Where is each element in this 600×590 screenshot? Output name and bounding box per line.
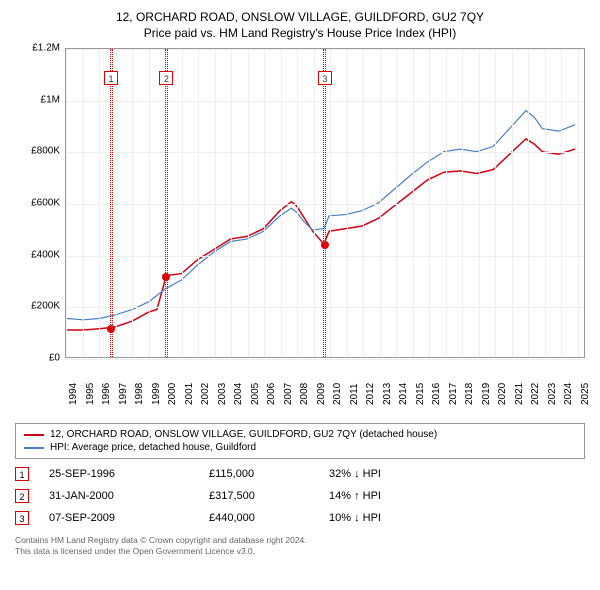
x-axis-label: 1995 — [85, 383, 96, 405]
x-axis-label: 2001 — [184, 383, 195, 405]
y-axis-label: £1.2M — [15, 43, 60, 54]
x-axis-label: 2023 — [547, 383, 558, 405]
x-axis-label: 1997 — [118, 383, 129, 405]
sale-price: £317,500 — [209, 490, 309, 502]
x-axis-label: 1994 — [68, 383, 79, 405]
chart-area: 123 £0£200K£400K£600K£800K£1M£1.2M199419… — [15, 48, 585, 388]
x-axis-label: 2005 — [250, 383, 261, 405]
y-axis-label: £600K — [15, 198, 60, 209]
footnote-line2: This data is licensed under the Open Gov… — [15, 546, 585, 557]
title-address: 12, ORCHARD ROAD, ONSLOW VILLAGE, GUILDF… — [15, 10, 585, 24]
y-axis-label: £1M — [15, 94, 60, 105]
x-axis-label: 2007 — [283, 383, 294, 405]
legend-swatch-price — [24, 434, 44, 436]
footnote: Contains HM Land Registry data © Crown c… — [15, 535, 585, 557]
x-axis-label: 2004 — [233, 383, 244, 405]
legend-row-price: 12, ORCHARD ROAD, ONSLOW VILLAGE, GUILDF… — [24, 428, 576, 441]
x-axis-label: 2017 — [448, 383, 459, 405]
sale-diff: 32% ↓ HPI — [329, 468, 429, 480]
x-axis-label: 2016 — [431, 383, 442, 405]
sale-diff: 10% ↓ HPI — [329, 512, 429, 524]
footnote-line1: Contains HM Land Registry data © Crown c… — [15, 535, 585, 546]
plot-region: 1 2 3 — [65, 48, 585, 358]
sale-date: 31-JAN-2000 — [49, 490, 189, 502]
x-axis-label: 2024 — [563, 383, 574, 405]
y-axis-label: £800K — [15, 146, 60, 157]
x-axis-label: 1996 — [101, 383, 112, 405]
x-axis-label: 2002 — [200, 383, 211, 405]
sales-list: 1 25-SEP-1996 £115,000 32% ↓ HPI 2 31-JAN-200… — [15, 467, 585, 525]
x-axis-label: 1999 — [151, 383, 162, 405]
sale-dot-3 — [321, 241, 329, 249]
sale-row-1: 1 25-SEP-1996 £115,000 32% ↓ HPI — [15, 467, 585, 481]
sale-marker-3: 3 — [318, 71, 332, 85]
x-axis-label: 2019 — [481, 383, 492, 405]
x-axis-label: 2022 — [530, 383, 541, 405]
x-axis-label: 2006 — [266, 383, 277, 405]
sale-num: 2 — [15, 489, 29, 503]
title-block: 12, ORCHARD ROAD, ONSLOW VILLAGE, GUILDF… — [15, 10, 585, 40]
sale-price: £440,000 — [209, 512, 309, 524]
x-axis-label: 2014 — [398, 383, 409, 405]
x-axis-label: 2013 — [382, 383, 393, 405]
sale-date: 07-SEP-2009 — [49, 512, 189, 524]
x-axis-label: 2008 — [299, 383, 310, 405]
x-axis-label: 2003 — [217, 383, 228, 405]
sale-num: 3 — [15, 511, 29, 525]
legend-label-price: 12, ORCHARD ROAD, ONSLOW VILLAGE, GUILDF… — [50, 429, 437, 440]
y-axis-label: £200K — [15, 301, 60, 312]
y-axis-label: £0 — [15, 353, 60, 364]
sale-diff: 14% ↑ HPI — [329, 490, 429, 502]
sale-price: £115,000 — [209, 468, 309, 480]
legend-swatch-hpi — [24, 447, 44, 449]
sale-row-3: 3 07-SEP-2009 £440,000 10% ↓ HPI — [15, 511, 585, 525]
series-price_paid — [67, 139, 575, 330]
x-axis-label: 2020 — [497, 383, 508, 405]
sale-marker-1: 1 — [104, 71, 118, 85]
x-axis-label: 2015 — [415, 383, 426, 405]
x-axis-label: 2011 — [349, 383, 360, 405]
sale-marker-2: 2 — [159, 71, 173, 85]
series-hpi — [67, 111, 575, 320]
x-axis-label: 2009 — [316, 383, 327, 405]
x-axis-label: 2000 — [167, 383, 178, 405]
chart-container: 12, ORCHARD ROAD, ONSLOW VILLAGE, GUILDF… — [0, 0, 600, 567]
sale-row-2: 2 31-JAN-2000 £317,500 14% ↑ HPI — [15, 489, 585, 503]
x-axis-label: 2010 — [332, 383, 343, 405]
legend-row-hpi: HPI: Average price, detached house, Guil… — [24, 441, 576, 454]
legend-box: 12, ORCHARD ROAD, ONSLOW VILLAGE, GUILDF… — [15, 423, 585, 459]
sale-num: 1 — [15, 467, 29, 481]
x-axis-label: 1998 — [134, 383, 145, 405]
x-axis-label: 2012 — [365, 383, 376, 405]
sale-dot-2 — [162, 273, 170, 281]
x-axis-label: 2021 — [514, 383, 525, 405]
sale-date: 25-SEP-1996 — [49, 468, 189, 480]
legend-label-hpi: HPI: Average price, detached house, Guil… — [50, 442, 256, 453]
sale-dot-1 — [107, 325, 115, 333]
x-axis-label: 2018 — [464, 383, 475, 405]
y-axis-label: £400K — [15, 249, 60, 260]
x-axis-label: 2025 — [580, 383, 591, 405]
title-subtitle: Price paid vs. HM Land Registry's House … — [15, 26, 585, 40]
